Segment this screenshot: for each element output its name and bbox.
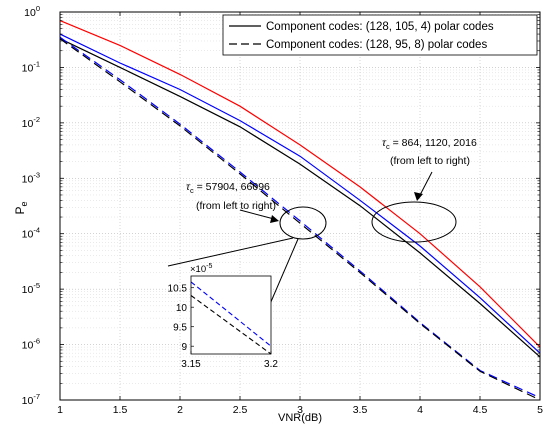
y-tick-label: 10-7 — [22, 392, 40, 407]
inset-y-tick-label: 10.5 — [168, 284, 188, 295]
x-tick-label: 3 — [297, 404, 303, 416]
legend-entry-2: Component codes: (128, 95, 8) polar code… — [266, 39, 487, 51]
series-line-4 — [59, 36, 541, 399]
x-axis-label: VNR(dB) — [278, 412, 322, 424]
annotation-left-line2: (from left to right) — [196, 200, 276, 212]
legend: Component codes: (128, 105, 4) polar cod… — [222, 14, 538, 56]
y-tick-label: 10-5 — [22, 281, 40, 296]
inset: ×10-5 9 9.5 10 10.5 3.15 3.2 — [168, 263, 279, 370]
inset-series-line-2 — [190, 295, 272, 355]
inset-ticks-group: 9 9.5 10 10.5 3.15 3.2 — [168, 284, 279, 370]
annotation-right-line1: τc = 864, 1120, 2016 — [382, 137, 477, 151]
annotation-right: τc = 864, 1120, 2016 (from left to right… — [371, 137, 477, 243]
x-tick-label: 2 — [177, 404, 183, 416]
y-tick-label: 10-6 — [22, 337, 40, 352]
annotation-right-arrow — [418, 171, 433, 198]
inset-x-tick-label: 3.2 — [264, 359, 278, 370]
annotation-right-line2: (from left to right) — [390, 155, 470, 167]
y-tick-label: 10-2 — [22, 115, 40, 130]
annotation-left-arrow — [239, 209, 275, 220]
annotation-left: τc = 57904, 66096 (from left to right) — [167, 181, 327, 305]
x-tick-label: 4.5 — [473, 404, 488, 416]
y-tick-label: 100 — [24, 4, 40, 19]
annotation-left-ellipse — [279, 206, 327, 240]
y-tick-label: 10-4 — [22, 226, 40, 241]
annotation-left-line1: τc = 57904, 66096 — [186, 181, 270, 195]
series-group — [59, 20, 541, 401]
x-tick-label: 5 — [537, 404, 543, 416]
y-axis-label: Pe — [13, 201, 29, 214]
zoom-connector-left — [167, 237, 294, 267]
inset-series-group — [190, 281, 272, 355]
y-tick-label: 10-3 — [22, 170, 40, 185]
x-tick-label: 1.5 — [113, 404, 128, 416]
x-tick-label: 1 — [57, 404, 63, 416]
x-tick-label: 2.5 — [233, 404, 248, 416]
annotation-left-arrowhead — [270, 215, 279, 223]
x-tick-label: 3.5 — [353, 404, 368, 416]
series-line-2 — [59, 33, 541, 354]
legend-entry-1: Component codes: (128, 105, 4) polar cod… — [266, 21, 494, 33]
series-line-3 — [59, 38, 541, 358]
ticks-group: 1 1.5 2 2.5 3 3.5 4 4.5 5 100 10-1 10-2 10-3 10-4 10-5… — [22, 4, 543, 416]
series-line-5 — [59, 38, 541, 401]
inset-background — [191, 276, 271, 354]
y-tick-label: 10-1 — [22, 59, 40, 74]
annotation-right-arrowhead — [414, 192, 423, 201]
inset-series-line-1 — [190, 281, 272, 347]
x-tick-label: 4 — [417, 404, 423, 416]
zoom-connector-right — [269, 238, 299, 305]
inset-multiplier: ×10-5 — [190, 263, 212, 275]
annotation-right-ellipse — [371, 201, 457, 243]
inset-y-tick-label: 9.5 — [173, 323, 187, 334]
legend-box — [222, 14, 538, 56]
series-line-1 — [59, 20, 541, 348]
inset-x-tick-label: 3.15 — [181, 359, 201, 370]
inset-y-tick-label: 10 — [176, 303, 188, 314]
inset-y-tick-label: 9 — [181, 342, 187, 353]
inset-frame — [190, 275, 272, 355]
